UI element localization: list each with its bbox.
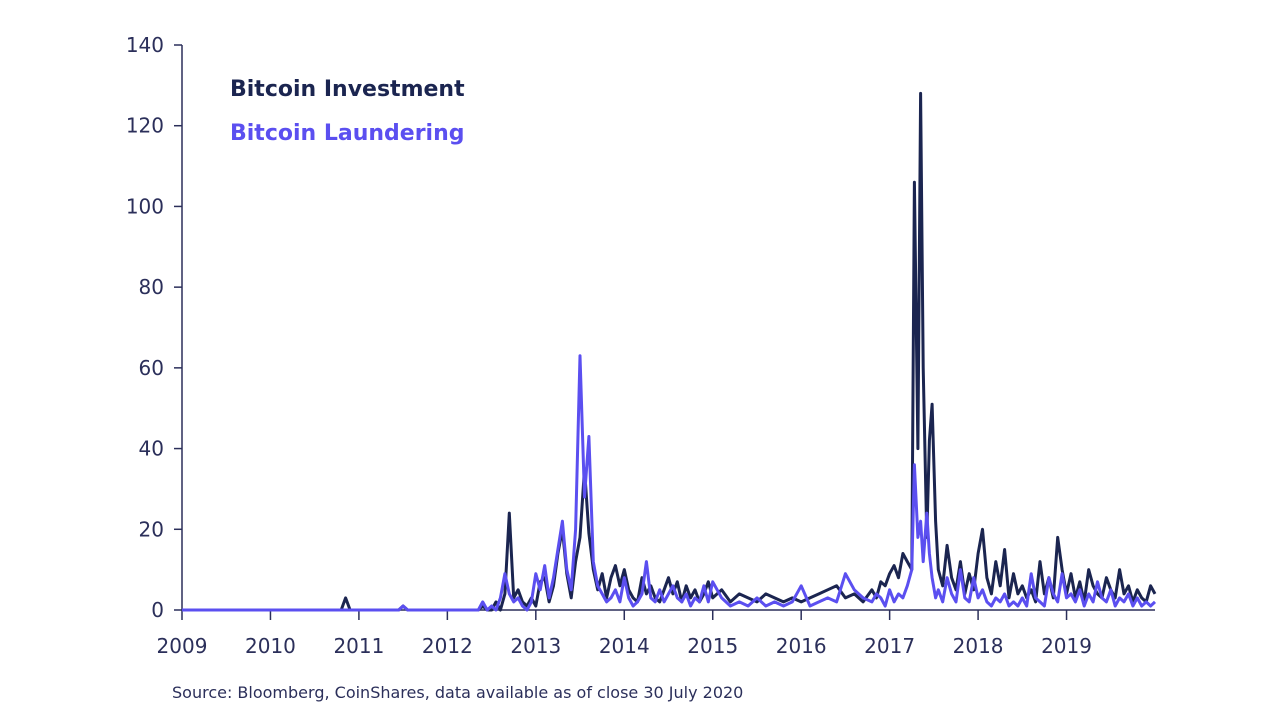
y-tick-label: 40: [139, 437, 164, 461]
x-tick-label: 2011: [333, 634, 384, 658]
series-line-bitcoin-investment: [182, 91, 1157, 612]
legend-entry-bitcoin-investment: Bitcoin Investment: [230, 77, 465, 102]
x-tick-label: 2018: [953, 634, 1004, 658]
x-axis: 2009 2010 2011 2012 2013 2014 2015 2016 2017 2018…: [157, 609, 1155, 658]
y-tick-label: 140: [126, 33, 164, 57]
y-tick-label: 0: [151, 598, 164, 622]
y-tick-label: 20: [139, 517, 164, 541]
y-axis: 0 20 40 60 80 100 120 140: [126, 33, 183, 622]
source-note: Source: Bloomberg, CoinShares, data avai…: [172, 683, 744, 702]
x-tick-label: 2014: [599, 634, 650, 658]
y-tick-label: 80: [139, 275, 164, 299]
x-tick-label: 2010: [245, 634, 296, 658]
x-tick-label: 2016: [776, 634, 827, 658]
y-tick-label: 60: [139, 356, 164, 380]
y-tick-label: 100: [126, 194, 164, 218]
legend-entry-bitcoin-laundering: Bitcoin Laundering: [230, 121, 465, 146]
x-tick-label: 2013: [510, 634, 561, 658]
x-tick-label: 2019: [1041, 634, 1092, 658]
legend: Bitcoin Investment Bitcoin Laundering: [230, 77, 465, 146]
x-tick-label: 2009: [157, 634, 208, 658]
x-tick-label: 2017: [864, 634, 915, 658]
series-line-bitcoin-laundering: [182, 354, 1157, 612]
y-tick-label: 120: [126, 114, 164, 138]
series-layer: [182, 91, 1157, 612]
x-tick-label: 2012: [422, 634, 473, 658]
x-tick-label: 2015: [687, 634, 738, 658]
